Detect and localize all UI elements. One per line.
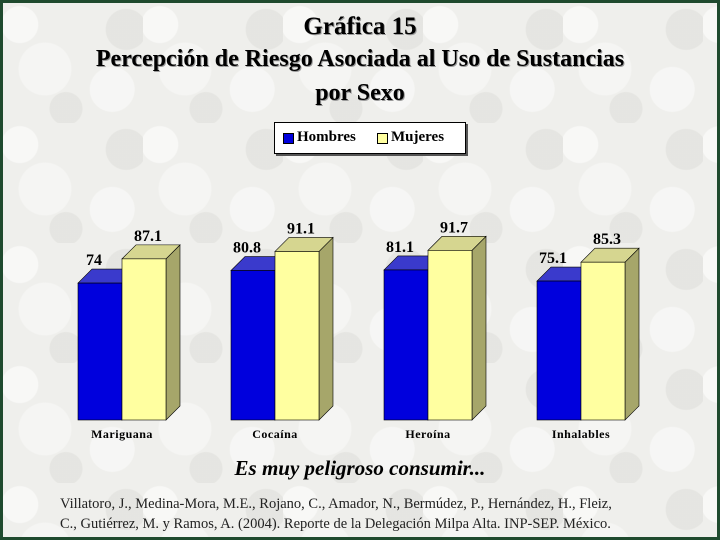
legend-label-mujeres: Mujeres: [391, 129, 445, 145]
data-label-hombres-cocaina: 80.8: [233, 240, 261, 257]
category-label-3: Inhalables: [552, 427, 610, 441]
category-label-2: Heroína: [405, 427, 450, 441]
bar-mujeres-heroina: [427, 250, 473, 421]
chart-title-number: Gráfica 15: [303, 13, 417, 40]
citation-line-1: Villatoro, J., Medina-Mora, M.E., Rojano…: [60, 496, 612, 512]
chart-title-continuation: por Sexo: [315, 80, 405, 106]
bar-side-mujeres-inhalables: [624, 247, 640, 421]
legend-swatch-hombres: [283, 133, 294, 144]
category-label-1: Cocaína: [252, 427, 298, 441]
chart-caption: Es muy peligroso consumir...: [234, 456, 486, 480]
bar-mujeres-inhalables: [580, 261, 626, 421]
legend-label-hombres: Hombres: [297, 129, 356, 145]
bar-mujeres-cocaina: [274, 251, 320, 421]
category-label-0: Mariguana: [91, 427, 153, 441]
bar-side-mujeres-mariguana: [165, 244, 181, 421]
bar-hombres-mariguana: [77, 282, 123, 421]
citation: Villatoro, J., Medina-Mora, M.E., Rojano…: [60, 494, 700, 534]
citation-line-2: C., Gutiérrez, M. y Ramos, A. (2004). Re…: [60, 516, 611, 532]
legend: Hombres Mujeres: [274, 122, 466, 154]
data-label-mujeres-heroina: 91.7: [440, 219, 468, 236]
bar-hombres-heroina: [383, 269, 429, 421]
data-label-hombres-inhalables: 75.1: [539, 250, 567, 267]
data-label-hombres-heroina: 81.1: [386, 239, 414, 256]
bar-side-mujeres-heroina: [471, 235, 487, 421]
data-label-mujeres-mariguana: 87.1: [134, 228, 162, 245]
bar-hombres-cocaina: [230, 270, 276, 421]
bar-side-mujeres-cocaina: [318, 236, 334, 421]
bar-mujeres-mariguana: [121, 258, 167, 421]
chart-title: Percepción de Riesgo Asociada al Uso de …: [95, 46, 625, 72]
bar-hombres-inhalables: [536, 280, 582, 421]
legend-swatch-mujeres: [377, 133, 388, 144]
data-label-hombres-mariguana: 74: [86, 252, 102, 269]
data-label-mujeres-cocaina: 91.1: [287, 220, 315, 237]
data-label-mujeres-inhalables: 85.3: [593, 231, 621, 248]
